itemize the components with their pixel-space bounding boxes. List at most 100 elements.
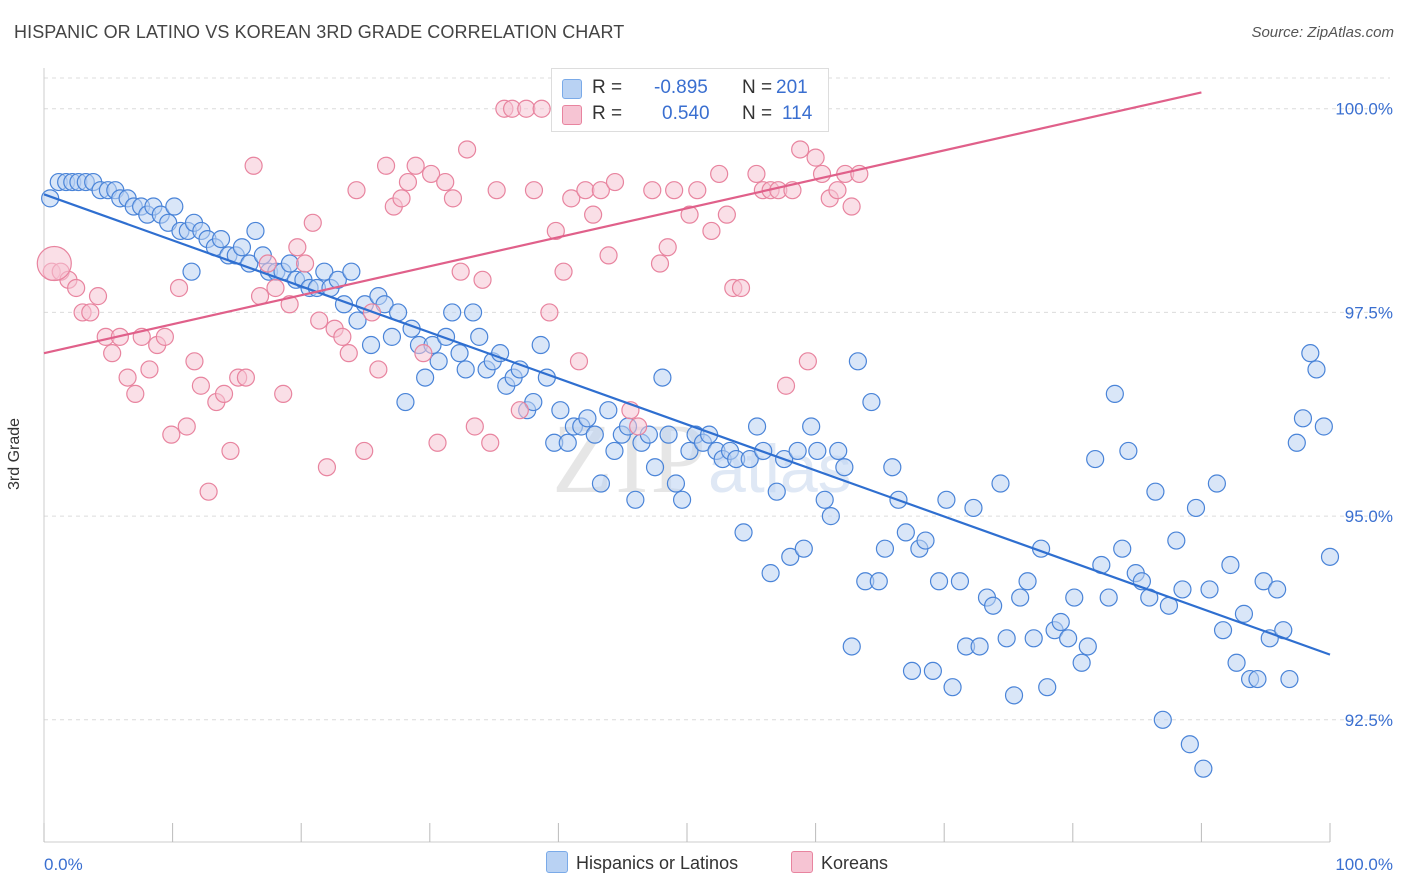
- hispanic-point: [821, 507, 840, 526]
- legend-r-value: 0.540: [662, 103, 710, 124]
- hispanic-point: [1078, 637, 1097, 656]
- korean-point: [776, 376, 796, 395]
- hispanic-point: [558, 433, 577, 452]
- hispanic-point: [937, 490, 956, 509]
- korean-point: [266, 278, 285, 298]
- korean-point: [562, 189, 581, 208]
- hispanic-point: [991, 474, 1010, 493]
- hispanic-point: [456, 360, 475, 379]
- korean-point: [310, 311, 329, 330]
- korean-point: [303, 213, 322, 232]
- hispanic-point: [443, 303, 462, 322]
- hispanic-point: [1146, 482, 1165, 501]
- hispanic-point: [929, 572, 949, 591]
- tick-labels: 92.5% 95.0% 97.5% 100.0% 0.0% 100.0%: [44, 100, 1393, 874]
- hispanic-point: [1018, 572, 1037, 591]
- korean-point: [481, 433, 500, 452]
- hispanic-point: [1119, 441, 1138, 461]
- korean-point: [731, 278, 751, 298]
- hispanic-point: [829, 441, 848, 461]
- korean-point: [540, 303, 559, 322]
- hispanic-point: [680, 441, 699, 461]
- hispanic-point: [1314, 417, 1333, 436]
- hispanic-point: [1268, 580, 1287, 599]
- korean-point: [842, 197, 861, 216]
- korean-point: [517, 99, 536, 118]
- hispanic-point: [1038, 678, 1057, 697]
- hispanic-point: [280, 254, 299, 273]
- source-credit: Source: ZipAtlas.com: [1251, 24, 1394, 41]
- korean-trend-line: [43, 91, 1202, 355]
- korean-point: [591, 181, 610, 200]
- legend-swatch-blue: [546, 851, 568, 873]
- hispanic-point: [970, 637, 989, 656]
- hispanic-point: [599, 401, 618, 420]
- korean-point: [295, 254, 315, 273]
- korean-point: [828, 181, 847, 200]
- korean-point: [169, 278, 189, 298]
- x-tick-label: 100.0%: [1335, 855, 1393, 874]
- hispanic-point: [1011, 588, 1030, 607]
- y-tick-label: 92.5%: [1345, 711, 1393, 730]
- hispanic-point: [361, 335, 381, 355]
- korean-point: [118, 368, 137, 387]
- korean-point: [398, 172, 418, 192]
- hispanic-point: [645, 458, 665, 477]
- korean-point: [177, 417, 196, 436]
- korean-point: [376, 156, 396, 175]
- hispanic-point: [997, 629, 1016, 648]
- korean-point: [414, 344, 433, 363]
- korean-point: [406, 156, 425, 175]
- korean-point: [199, 482, 218, 501]
- korean-point: [258, 254, 277, 273]
- hispanic-point: [1194, 759, 1213, 778]
- korean-point: [554, 262, 573, 281]
- korean-point: [524, 181, 544, 200]
- korean-point: [658, 238, 677, 257]
- hispanic-point: [788, 441, 807, 461]
- korean-point: [510, 401, 529, 420]
- hispanic-point: [815, 490, 834, 509]
- legend-n-value: 201: [776, 77, 808, 98]
- hispanic-point: [240, 254, 259, 273]
- legend-n-label: N =: [742, 103, 773, 124]
- hispanic-point: [875, 539, 895, 558]
- korean-point: [244, 156, 263, 175]
- korean-point: [465, 417, 484, 436]
- korean-point: [274, 384, 293, 403]
- korean-point: [185, 352, 204, 371]
- korean-point: [155, 327, 174, 346]
- hispanic-point: [1293, 409, 1313, 428]
- hispanic-point: [605, 441, 624, 461]
- hispanic-point: [491, 344, 510, 363]
- korean-point: [680, 205, 699, 224]
- legend-r-label: R =: [592, 103, 623, 124]
- legend-n-label: N =: [742, 77, 773, 98]
- x-tick-label: 0.0%: [44, 855, 83, 874]
- hispanic-point: [923, 661, 942, 681]
- hispanic-point: [835, 458, 854, 477]
- korean-point: [126, 384, 145, 403]
- hispanic-point: [916, 531, 935, 550]
- korean-point: [798, 352, 817, 371]
- korean-point: [355, 441, 374, 461]
- korean-point: [473, 270, 492, 289]
- hispanic-point: [1248, 669, 1267, 689]
- hispanic-point: [869, 572, 888, 591]
- korean-point: [67, 278, 86, 298]
- hispanic-point: [1301, 344, 1320, 363]
- korean-point: [162, 425, 181, 444]
- korean-point: [584, 205, 603, 224]
- hispanic-point: [1200, 580, 1219, 599]
- hispanic-point: [1113, 539, 1132, 558]
- korean-point: [317, 458, 337, 477]
- korean-point: [392, 189, 411, 208]
- hispanic-point: [436, 327, 456, 346]
- korean-point: [576, 181, 595, 200]
- korean-point: [650, 254, 670, 273]
- hispanic-point: [1051, 612, 1070, 632]
- korean-point: [710, 164, 729, 184]
- korean-point: [280, 295, 299, 314]
- korean-point: [747, 164, 766, 184]
- korean-point: [806, 148, 825, 167]
